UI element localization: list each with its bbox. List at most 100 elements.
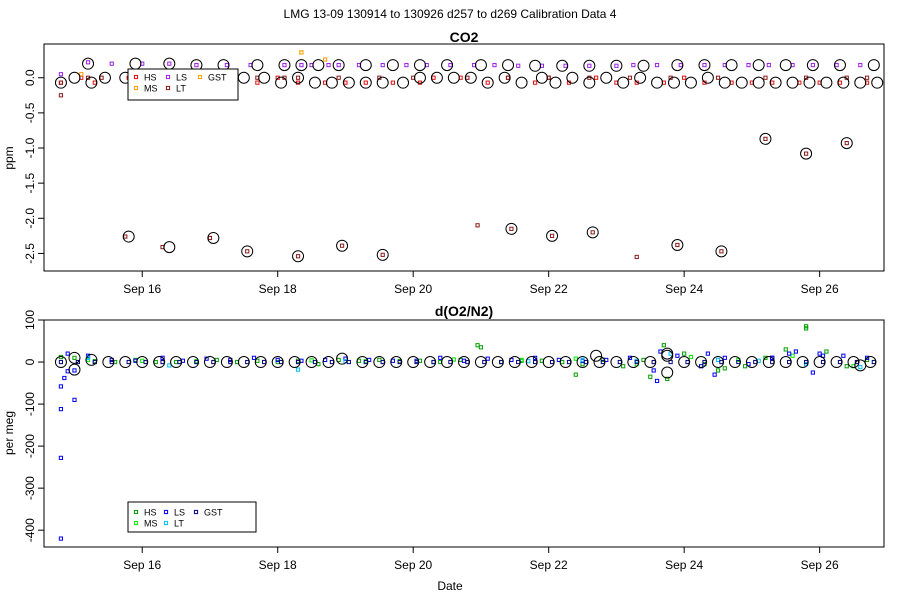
- data-point-circle: [336, 239, 349, 252]
- data-point-circle: [220, 356, 233, 369]
- data-point-gst: [803, 359, 809, 365]
- data-point-lt: [58, 80, 64, 85]
- data-point-hs: [485, 80, 490, 85]
- data-point-lt: [336, 75, 341, 80]
- data-point-circle: [325, 76, 338, 89]
- data-point-hs: [648, 374, 653, 379]
- data-point-hs: [363, 80, 368, 85]
- legend-marker-gst: [197, 74, 203, 80]
- data-point-gst: [583, 359, 589, 365]
- data-point-circle: [854, 359, 867, 372]
- data-point-ls: [651, 368, 656, 373]
- data-point-circle: [806, 59, 819, 72]
- co2-title: CO2: [450, 29, 479, 45]
- data-point-ls: [492, 62, 497, 68]
- data-point-circle: [661, 347, 674, 360]
- data-point-gst: [499, 359, 504, 365]
- data-point-circle: [207, 231, 220, 244]
- data-point-circle: [779, 59, 792, 72]
- data-point-hs: [743, 364, 748, 369]
- data-point-gst: [346, 359, 351, 365]
- data-point-circle: [752, 59, 765, 72]
- data-point-ls: [563, 63, 568, 68]
- data-point-ls: [224, 62, 230, 68]
- data-point-circle: [637, 59, 650, 72]
- data-point-circle: [54, 76, 67, 89]
- data-point-gst: [143, 359, 148, 365]
- data-point-ls: [485, 356, 490, 361]
- co2-y-axis: 0.0 -0.5 -1.0 -1.5 -2.0 -2.5: [23, 69, 44, 264]
- x-tick-label: Sep 18: [259, 558, 297, 572]
- data-point-ls: [810, 370, 815, 375]
- data-point-gst: [380, 359, 385, 365]
- y-tick-label: -100: [23, 392, 37, 416]
- data-point-lt: [475, 223, 480, 228]
- data-point-gst: [600, 359, 605, 365]
- data-point-lt: [719, 249, 724, 254]
- data-point-circle: [163, 241, 176, 254]
- data-point-lt: [763, 136, 768, 141]
- data-point-gst: [126, 359, 131, 365]
- data-point-circle: [546, 229, 559, 242]
- data-point-circle: [386, 59, 399, 72]
- data-point-ls: [109, 61, 114, 66]
- data-point-hs: [478, 345, 484, 350]
- data-point-circle: [376, 76, 389, 89]
- data-point-hs: [475, 343, 480, 348]
- data-point-circle: [356, 356, 369, 369]
- data-point-circle: [241, 245, 254, 258]
- data-point-circle: [308, 76, 321, 89]
- data-point-lt: [295, 367, 301, 372]
- data-point-circle: [271, 356, 284, 369]
- data-point-ls: [766, 62, 771, 68]
- data-point-circle: [867, 59, 880, 72]
- data-point-ls: [810, 62, 815, 68]
- data-point-circle: [102, 356, 115, 369]
- data-point-lt: [505, 75, 511, 80]
- data-point-gst: [685, 359, 690, 365]
- data-point-ls: [858, 62, 863, 68]
- data-point-gst: [770, 359, 775, 365]
- data-point-ls: [167, 61, 172, 66]
- data-point-circle: [82, 57, 95, 70]
- data-point-circle: [68, 351, 81, 364]
- data-point-ls: [614, 63, 619, 68]
- data-point-lt: [509, 226, 514, 231]
- data-point-hs: [72, 355, 77, 360]
- data-point-circle: [292, 71, 305, 84]
- legend-label-ms: MS: [144, 519, 158, 529]
- legend-marker-ls: [163, 509, 169, 515]
- data-point-circle: [481, 76, 494, 89]
- data-point-hs: [621, 364, 626, 369]
- data-point-ls: [770, 355, 775, 360]
- data-point-ls: [712, 372, 717, 377]
- data-point-circle: [68, 363, 81, 376]
- data-point-lt: [167, 363, 172, 368]
- data-point-gst: [363, 359, 368, 365]
- data-point-ls: [817, 351, 822, 356]
- data-point-ls: [160, 355, 165, 360]
- data-point-circle: [830, 356, 843, 369]
- data-point-circle: [515, 76, 528, 89]
- data-point-circle: [678, 356, 691, 369]
- data-point-gst: [719, 359, 724, 365]
- data-point-ls: [62, 375, 67, 381]
- data-point-hs: [431, 75, 436, 80]
- data-point-circle: [600, 71, 613, 84]
- data-point-gst: [465, 359, 470, 365]
- legend-label-ls: LS: [174, 508, 185, 518]
- data-point-hs: [682, 351, 687, 356]
- data-point-lt: [245, 249, 250, 254]
- data-point-circle: [759, 132, 772, 145]
- data-point-ls: [194, 62, 199, 68]
- x-tick-label: Sep 20: [394, 558, 432, 572]
- data-point-ms: [573, 356, 578, 361]
- data-point-lt: [803, 151, 809, 156]
- data-point-ms: [85, 357, 91, 363]
- y-tick-label: 0.0: [23, 69, 37, 86]
- data-point-circle: [668, 76, 680, 89]
- legend-marker-ms: [133, 85, 139, 91]
- data-point-circle: [840, 137, 853, 150]
- co2-ylabel: ppm: [2, 146, 16, 169]
- data-point-ls: [299, 62, 304, 68]
